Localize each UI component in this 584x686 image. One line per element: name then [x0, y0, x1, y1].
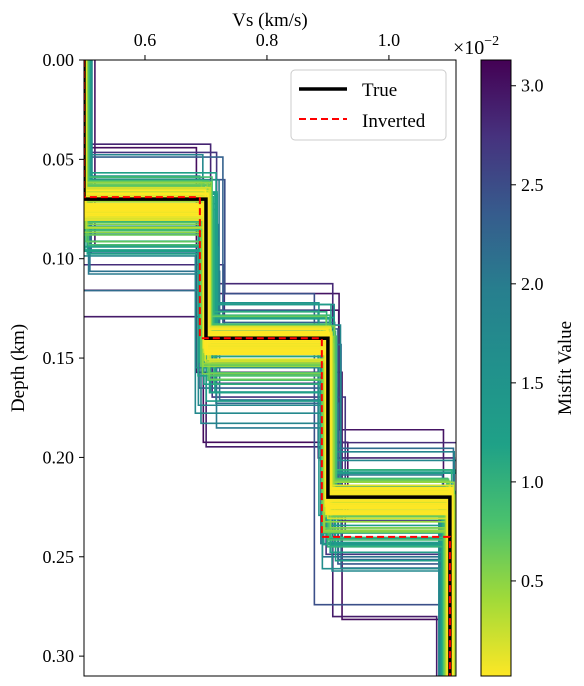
colorbar-multiplier-base: ×10 [453, 37, 484, 59]
colorbar: 0.5 1.0 1.5 2.0 2.5 3.0 ×10−2 Misfit Value [453, 34, 576, 677]
x-tick-label: 0.8 [256, 30, 279, 50]
candidate-models [84, 60, 456, 676]
true-model-group [84, 60, 452, 676]
x-tick-label: 1.0 [378, 30, 401, 50]
candidate-model-line [84, 203, 452, 676]
y-axis-ticks: 0.00 0.05 0.10 0.15 0.20 0.25 0.30 [43, 50, 84, 666]
y-tick-label: 0.20 [43, 447, 75, 467]
legend-inverted-label: Inverted [362, 111, 426, 132]
y-tick-label: 0.00 [43, 50, 75, 70]
y-tick-label: 0.10 [43, 249, 75, 269]
colorbar-tick-label: 2.5 [521, 175, 544, 195]
colorbar-tick-label: 2.0 [521, 274, 544, 294]
candidate-model-line [84, 289, 455, 676]
colorbar-tick-label: 3.0 [521, 76, 544, 96]
colorbar-tick-label: 1.0 [521, 472, 544, 492]
candidate-model-line [87, 60, 444, 676]
candidate-model-line [84, 208, 453, 676]
candidate-model-line [84, 249, 456, 473]
candidate-model-line [84, 207, 452, 676]
colorbar-ticks: 0.5 1.0 1.5 2.0 2.5 3.0 [511, 76, 544, 591]
candidate-model-line [84, 60, 451, 676]
candidate-model-line [84, 60, 454, 676]
colorbar-multiplier-exponent: −2 [484, 34, 499, 49]
candidate-model-line [84, 234, 456, 676]
inverted-model-group [84, 60, 451, 676]
legend: True Inverted [290, 69, 447, 141]
candidate-model-line [84, 245, 446, 676]
y-tick-label: 0.25 [43, 547, 75, 567]
candidate-model-line [84, 315, 438, 676]
colorbar-tick-label: 0.5 [521, 571, 544, 591]
colorbar-tick-label: 1.5 [521, 373, 544, 393]
x-axis-label: Vs (km/s) [232, 10, 307, 31]
colorbar-label: Misfit Value [555, 321, 576, 415]
y-axis-label: Depth (km) [8, 324, 29, 412]
candidate-model-line [84, 60, 454, 676]
inverted-model-line [84, 60, 451, 676]
candidate-model-line [89, 60, 456, 558]
x-tick-label: 0.6 [134, 30, 157, 50]
true-model-line [84, 60, 452, 676]
y-tick-label: 0.15 [43, 348, 75, 368]
candidate-model-line [84, 60, 456, 540]
candidate-model-line [87, 60, 450, 676]
y-tick-label: 0.30 [43, 646, 75, 666]
candidate-model-line [84, 60, 451, 676]
colorbar-multiplier: ×10−2 [453, 34, 499, 59]
x-axis-ticks: 0.6 0.8 1.0 [134, 30, 400, 60]
plot-frame [83, 59, 457, 677]
colorbar-gradient [480, 59, 512, 677]
legend-true-label: True [362, 80, 397, 101]
y-tick-label: 0.05 [43, 149, 75, 169]
